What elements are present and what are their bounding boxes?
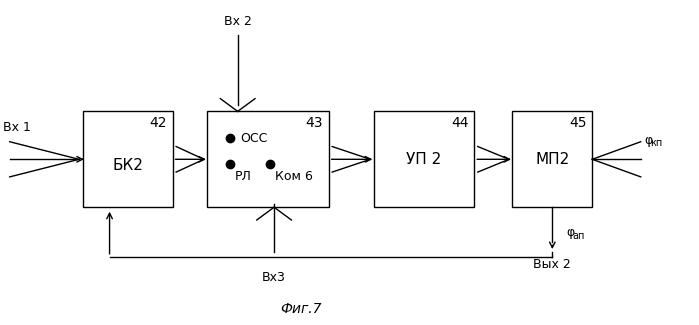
- Text: Фиг.7: Фиг.7: [280, 303, 322, 317]
- Text: Вх 2: Вх 2: [224, 16, 252, 29]
- Text: МП2: МП2: [535, 152, 570, 167]
- Text: Вых 2: Вых 2: [533, 258, 571, 271]
- Text: кп: кп: [650, 138, 662, 148]
- Text: 44: 44: [452, 116, 469, 130]
- Text: БК2: БК2: [112, 158, 143, 173]
- Text: РЛ: РЛ: [235, 170, 252, 183]
- Text: 45: 45: [569, 116, 586, 130]
- Text: УП 2: УП 2: [406, 152, 442, 167]
- Text: ОСС: ОСС: [240, 132, 267, 145]
- Text: Ком 6: Ком 6: [275, 170, 313, 183]
- Text: φ: φ: [644, 134, 652, 147]
- Text: φ: φ: [566, 226, 575, 239]
- Bar: [374, 111, 475, 207]
- Text: Вх3: Вх3: [262, 271, 286, 284]
- Bar: [512, 111, 592, 207]
- Bar: [82, 111, 173, 207]
- Text: 42: 42: [150, 116, 167, 130]
- Text: ап: ап: [572, 231, 585, 241]
- Text: Вх 1: Вх 1: [3, 121, 31, 134]
- Bar: [208, 111, 329, 207]
- Text: 43: 43: [305, 116, 323, 130]
